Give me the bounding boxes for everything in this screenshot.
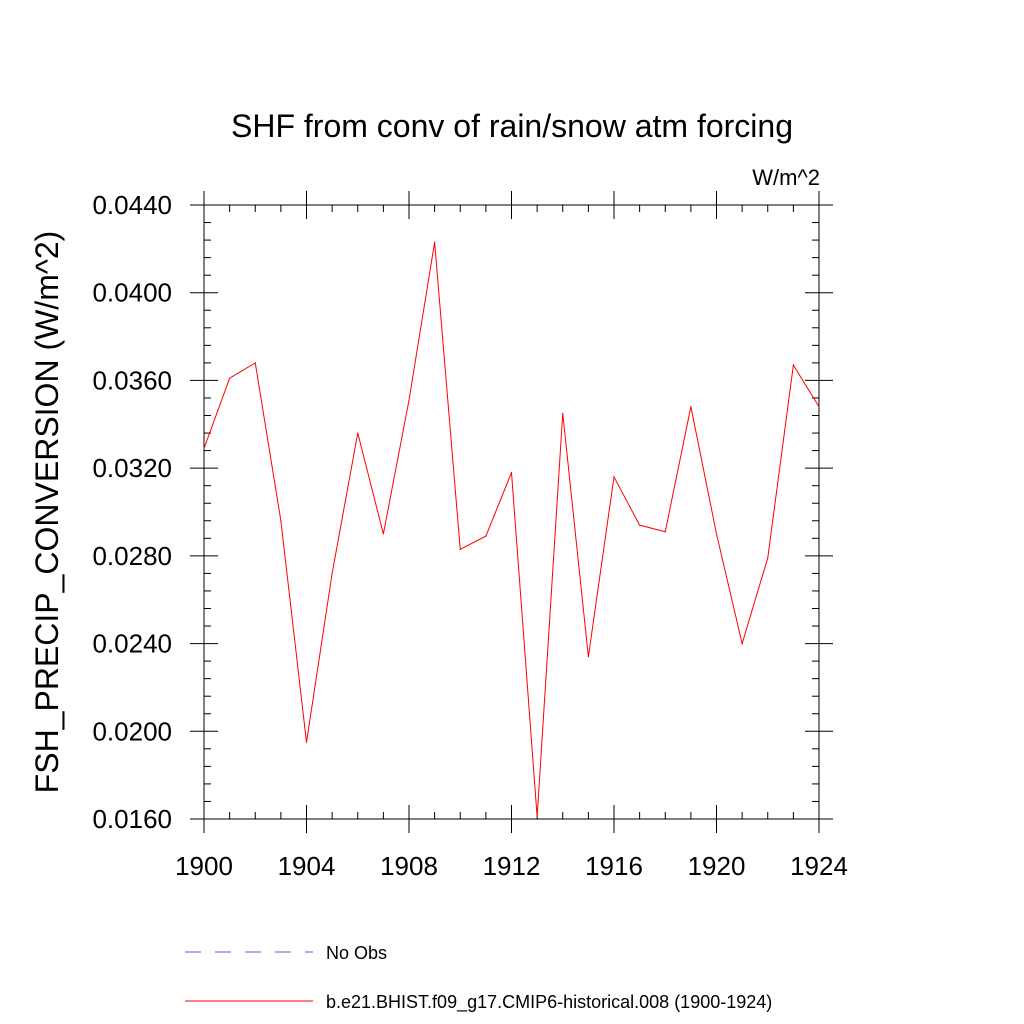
x-tick-label: 1912 (483, 851, 541, 881)
legend: No Obs b.e21.BHIST.f09_g17.CMIP6-histori… (185, 943, 772, 1013)
y-tick-label: 0.0400 (92, 278, 172, 308)
units-label: W/m^2 (752, 165, 820, 190)
x-tick-label: 1924 (790, 851, 848, 881)
y-tick-label: 0.0280 (92, 541, 172, 571)
data-point (792, 364, 794, 366)
data-point (434, 241, 436, 243)
x-tick-label: 1916 (585, 851, 643, 881)
data-point (254, 362, 256, 364)
major-ticks (190, 191, 833, 833)
data-point (459, 548, 461, 550)
data-point (408, 399, 410, 401)
data-point (613, 476, 615, 478)
y-tick-label: 0.0320 (92, 453, 172, 483)
legend-item-no-obs: No Obs (185, 943, 387, 963)
data-point (536, 816, 538, 818)
legend-label-no-obs: No Obs (326, 943, 387, 963)
y-tick-label: 0.0200 (92, 716, 172, 746)
y-axis-label: FSH_PRECIP_CONVERSION (W/m^2) (29, 231, 65, 794)
data-point (357, 432, 359, 434)
data-point (280, 520, 282, 522)
series-layer (203, 241, 820, 818)
data-point (639, 524, 641, 526)
legend-label-model-run: b.e21.BHIST.f09_g17.CMIP6-historical.008… (326, 992, 772, 1013)
x-tick-labels: 1900 1904 1908 1912 1916 1920 1924 (175, 851, 848, 881)
data-point (690, 406, 692, 408)
data-point (331, 572, 333, 575)
x-tick-label: 1900 (175, 851, 233, 881)
data-point (587, 656, 589, 658)
minor-ticks (204, 205, 819, 819)
y-tick-label: 0.0240 (92, 629, 172, 659)
data-point (305, 741, 308, 743)
series-line-0 (203, 242, 820, 817)
y-tick-label: 0.0160 (92, 804, 172, 834)
data-point (485, 535, 487, 537)
y-tick-labels: 0.0160 0.0200 0.0240 0.0280 0.0320 0.0360 0.04… (92, 190, 172, 834)
data-point (562, 412, 564, 414)
data-point (510, 471, 513, 474)
data-point (715, 533, 718, 535)
data-point (382, 533, 384, 535)
data-point (767, 557, 769, 559)
data-point (818, 406, 820, 408)
legend-item-model-run: b.e21.BHIST.f09_g17.CMIP6-historical.008… (185, 992, 772, 1013)
data-point (741, 642, 743, 645)
plot-frame (203, 204, 820, 820)
y-tick-label: 0.0440 (92, 190, 172, 220)
data-point (203, 447, 205, 450)
y-tick-label: 0.0360 (92, 365, 172, 395)
data-point (229, 377, 231, 379)
x-tick-label: 1908 (380, 851, 438, 881)
x-tick-label: 1920 (688, 851, 746, 881)
chart-title: SHF from conv of rain/snow atm forcing (231, 108, 793, 144)
data-point (664, 531, 666, 533)
x-tick-label: 1904 (278, 851, 336, 881)
